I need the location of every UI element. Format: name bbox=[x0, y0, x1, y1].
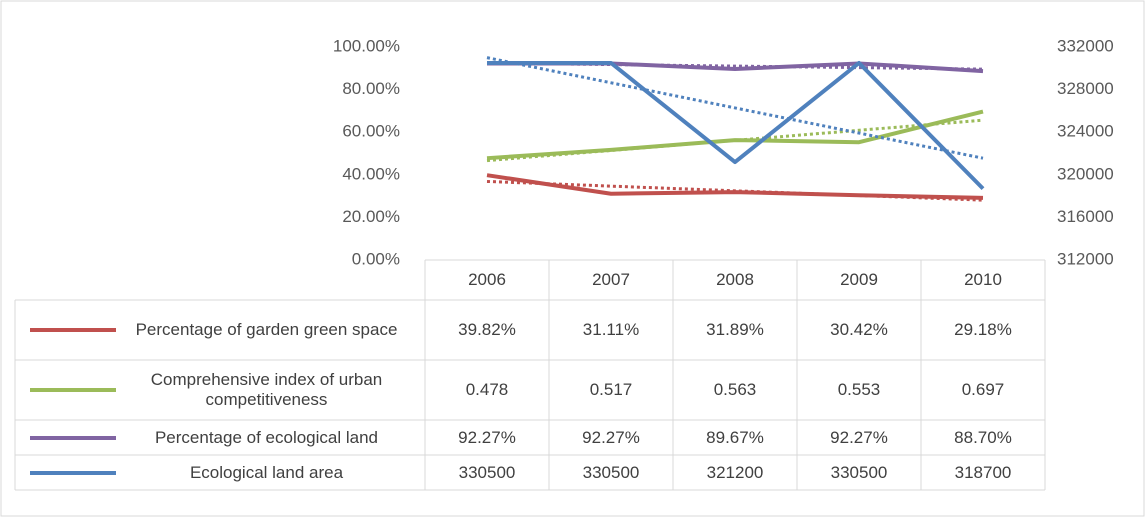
legend-key bbox=[30, 435, 116, 440]
series-line bbox=[486, 109, 984, 161]
table-value: 29.18% bbox=[954, 320, 1012, 339]
legend-label: Percentage of ecological land bbox=[154, 427, 379, 447]
y2-tick-label: 332000 bbox=[1057, 36, 1114, 55]
legend-key bbox=[30, 388, 116, 392]
y-tick-label: 40.00% bbox=[342, 164, 400, 183]
y-tick-label: 20.00% bbox=[342, 207, 400, 226]
table-header: 2010 bbox=[964, 270, 1002, 289]
table-value: 92.27% bbox=[582, 427, 640, 447]
table-value: 330500 bbox=[830, 462, 888, 482]
table-value: 31.11% bbox=[582, 320, 640, 339]
y2-tick-label: 312000 bbox=[1057, 249, 1114, 268]
y-tick-label: 0.00% bbox=[352, 249, 400, 268]
y2-tick-label: 324000 bbox=[1057, 122, 1114, 141]
table-value: 330500 bbox=[582, 462, 640, 482]
table-value: 92.27% bbox=[458, 427, 516, 447]
y-tick-label: 80.00% bbox=[342, 79, 400, 98]
series-line bbox=[487, 60, 985, 191]
y2-tick-label: 320000 bbox=[1057, 164, 1114, 183]
legend-label: Percentage of garden green space bbox=[135, 320, 398, 339]
table-value: 0.517 bbox=[589, 380, 633, 399]
table-value: 88.70% bbox=[954, 427, 1012, 447]
table-value: 0.553 bbox=[837, 380, 881, 399]
y2-tick-label: 328000 bbox=[1057, 79, 1114, 98]
table-value: 0.697 bbox=[961, 380, 1005, 399]
table-header: 2009 bbox=[840, 270, 878, 289]
trendline bbox=[486, 61, 984, 71]
table-header: 2006 bbox=[468, 270, 506, 289]
trendline bbox=[486, 56, 984, 160]
table-value: 0.478 bbox=[465, 380, 509, 399]
legend-key bbox=[30, 470, 116, 475]
table-value: 0.563 bbox=[713, 380, 757, 399]
table-value: 30.42% bbox=[830, 320, 888, 339]
table-value: 31.89% bbox=[706, 320, 764, 339]
legend-key bbox=[30, 328, 116, 332]
y-tick-label: 100.00% bbox=[333, 36, 400, 55]
table-value: 321200 bbox=[706, 462, 764, 482]
y2-tick-label: 316000 bbox=[1057, 207, 1114, 226]
table-header: 2008 bbox=[716, 270, 754, 289]
legend-label: Ecological land area bbox=[189, 462, 344, 482]
table-header: 2007 bbox=[592, 270, 630, 289]
table-value: 39.82% bbox=[458, 320, 516, 339]
table-value: 330500 bbox=[458, 462, 516, 482]
y-tick-label: 60.00% bbox=[342, 122, 400, 141]
series-line bbox=[486, 173, 984, 200]
table-value: 92.27% bbox=[830, 427, 888, 447]
legend-label: Comprehensive index of urban competitive… bbox=[150, 370, 383, 409]
table-value: 89.67% bbox=[706, 427, 764, 447]
table-value: 318700 bbox=[954, 462, 1012, 482]
